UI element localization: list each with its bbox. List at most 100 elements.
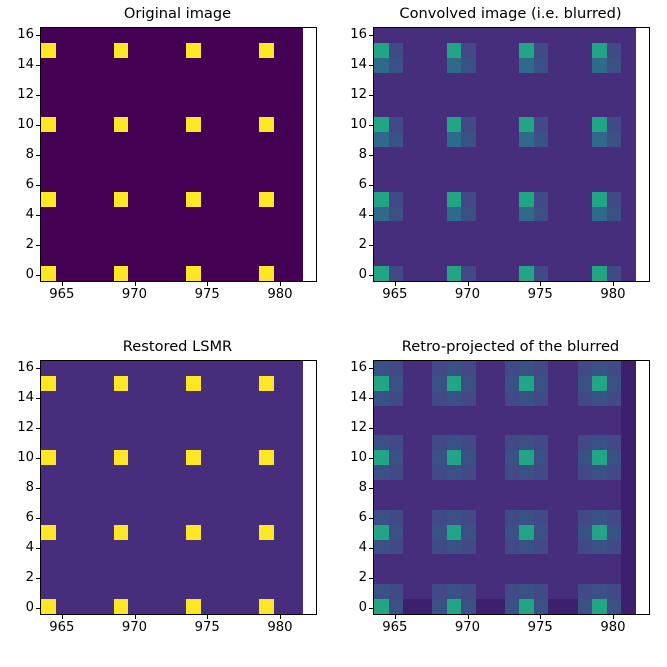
heatmap-cell <box>70 176 85 192</box>
heatmap-cell <box>288 554 303 570</box>
heatmap-cell <box>259 405 274 421</box>
heatmap-cell <box>548 524 564 540</box>
heatmap-cell <box>288 206 303 222</box>
heatmap-cell <box>84 117 100 133</box>
heatmap-cell <box>490 206 505 222</box>
heatmap-original-image <box>41 28 303 281</box>
y-axis-tick-mark <box>36 547 40 549</box>
heatmap-cell <box>475 176 491 192</box>
heatmap-cell <box>171 420 187 436</box>
heatmap-cell <box>99 87 114 103</box>
heatmap-cell <box>563 420 578 436</box>
heatmap-cell <box>403 57 418 73</box>
heatmap-cell <box>475 87 491 103</box>
heatmap-cell <box>446 435 462 451</box>
heatmap-cell <box>446 42 462 58</box>
heatmap-cell <box>186 361 201 376</box>
heatmap-cell <box>273 147 289 162</box>
heatmap-cell <box>432 390 447 406</box>
heatmap-cell <box>475 390 491 406</box>
y-axis-tick-mark <box>36 94 40 96</box>
heatmap-cell <box>157 191 172 207</box>
heatmap-cell <box>621 132 636 148</box>
heatmap-cell <box>577 176 593 192</box>
heatmap-cell <box>200 480 216 495</box>
panel-convolved-image: Convolved image (i.e. blurred) 0 2 4 6 8 10 12… <box>333 0 666 333</box>
heatmap-cell <box>432 87 447 103</box>
heatmap-cell <box>70 480 85 495</box>
heatmap-cell <box>113 420 129 436</box>
heatmap-cell <box>432 361 447 376</box>
heatmap-cell <box>113 221 129 237</box>
heatmap-cell <box>403 236 418 252</box>
heatmap-cell <box>592 539 607 555</box>
heatmap-cell <box>504 236 520 252</box>
heatmap-cell <box>446 28 462 43</box>
heatmap-cell <box>113 206 129 222</box>
heatmap-cell <box>432 42 447 58</box>
heatmap-cell <box>55 599 71 614</box>
heatmap-cell <box>171 569 187 585</box>
heatmap-cell <box>157 361 172 376</box>
heatmap-cell <box>259 420 274 436</box>
heatmap-cell <box>533 191 549 207</box>
heatmap-cell <box>490 176 505 192</box>
heatmap-cell <box>113 480 129 495</box>
heatmap-cell <box>577 569 593 585</box>
heatmap-cell <box>475 361 491 376</box>
heatmap-cell <box>519 176 534 192</box>
x-axis-tick-mark <box>467 282 469 286</box>
heatmap-cell <box>244 57 260 73</box>
heatmap-cell <box>461 28 476 43</box>
heatmap-cell <box>99 361 114 376</box>
heatmap-cell <box>432 221 447 237</box>
y-axis-tick-label: 0 <box>25 599 34 615</box>
heatmap-cell <box>388 266 404 281</box>
heatmap-cell <box>504 375 520 391</box>
heatmap-cell <box>55 266 71 281</box>
heatmap-cell <box>244 236 260 252</box>
heatmap-cell <box>606 206 622 222</box>
y-axis-tick-label: 16 <box>17 359 34 375</box>
heatmap-cell <box>475 420 491 436</box>
heatmap-cell <box>563 554 578 570</box>
heatmap-cell <box>592 102 607 118</box>
heatmap-cell <box>446 221 462 237</box>
heatmap-cell <box>99 191 114 207</box>
heatmap-cell <box>446 176 462 192</box>
heatmap-cell <box>592 569 607 585</box>
heatmap-cell <box>504 494 520 510</box>
heatmap-cell <box>374 42 389 58</box>
heatmap-cell <box>548 251 564 267</box>
heatmap-cell <box>128 206 143 222</box>
heatmap-cell <box>259 450 274 466</box>
heatmap-cell <box>461 435 476 451</box>
x-axis-tick-label: 975 <box>194 287 220 302</box>
heatmap-cell <box>533 102 549 118</box>
heatmap-cell <box>403 28 418 43</box>
heatmap-cell <box>186 161 201 177</box>
heatmap-cell <box>533 599 549 614</box>
heatmap-cell <box>388 87 404 103</box>
heatmap-cell <box>288 465 303 481</box>
heatmap-cell <box>548 161 564 177</box>
heatmap-cell <box>403 584 418 600</box>
heatmap-cell <box>142 569 158 585</box>
heatmap-cell <box>592 191 607 207</box>
heatmap-cell <box>113 266 129 281</box>
y-axis-tick-label: 14 <box>350 56 367 72</box>
heatmap-cell <box>288 102 303 118</box>
heatmap-cell <box>244 405 260 421</box>
heatmap-cell <box>490 465 505 481</box>
heatmap-cell <box>55 554 71 570</box>
heatmap-cell <box>99 569 114 585</box>
heatmap-cell <box>432 539 447 555</box>
heatmap-cell <box>446 509 462 525</box>
y-axis-tick-mark <box>369 607 373 609</box>
heatmap-cell <box>446 72 462 88</box>
y-axis-tick-mark <box>369 244 373 246</box>
heatmap-cell <box>55 72 71 88</box>
heatmap-cell <box>273 361 289 376</box>
heatmap-cell <box>84 161 100 177</box>
heatmap-cell <box>259 206 274 222</box>
